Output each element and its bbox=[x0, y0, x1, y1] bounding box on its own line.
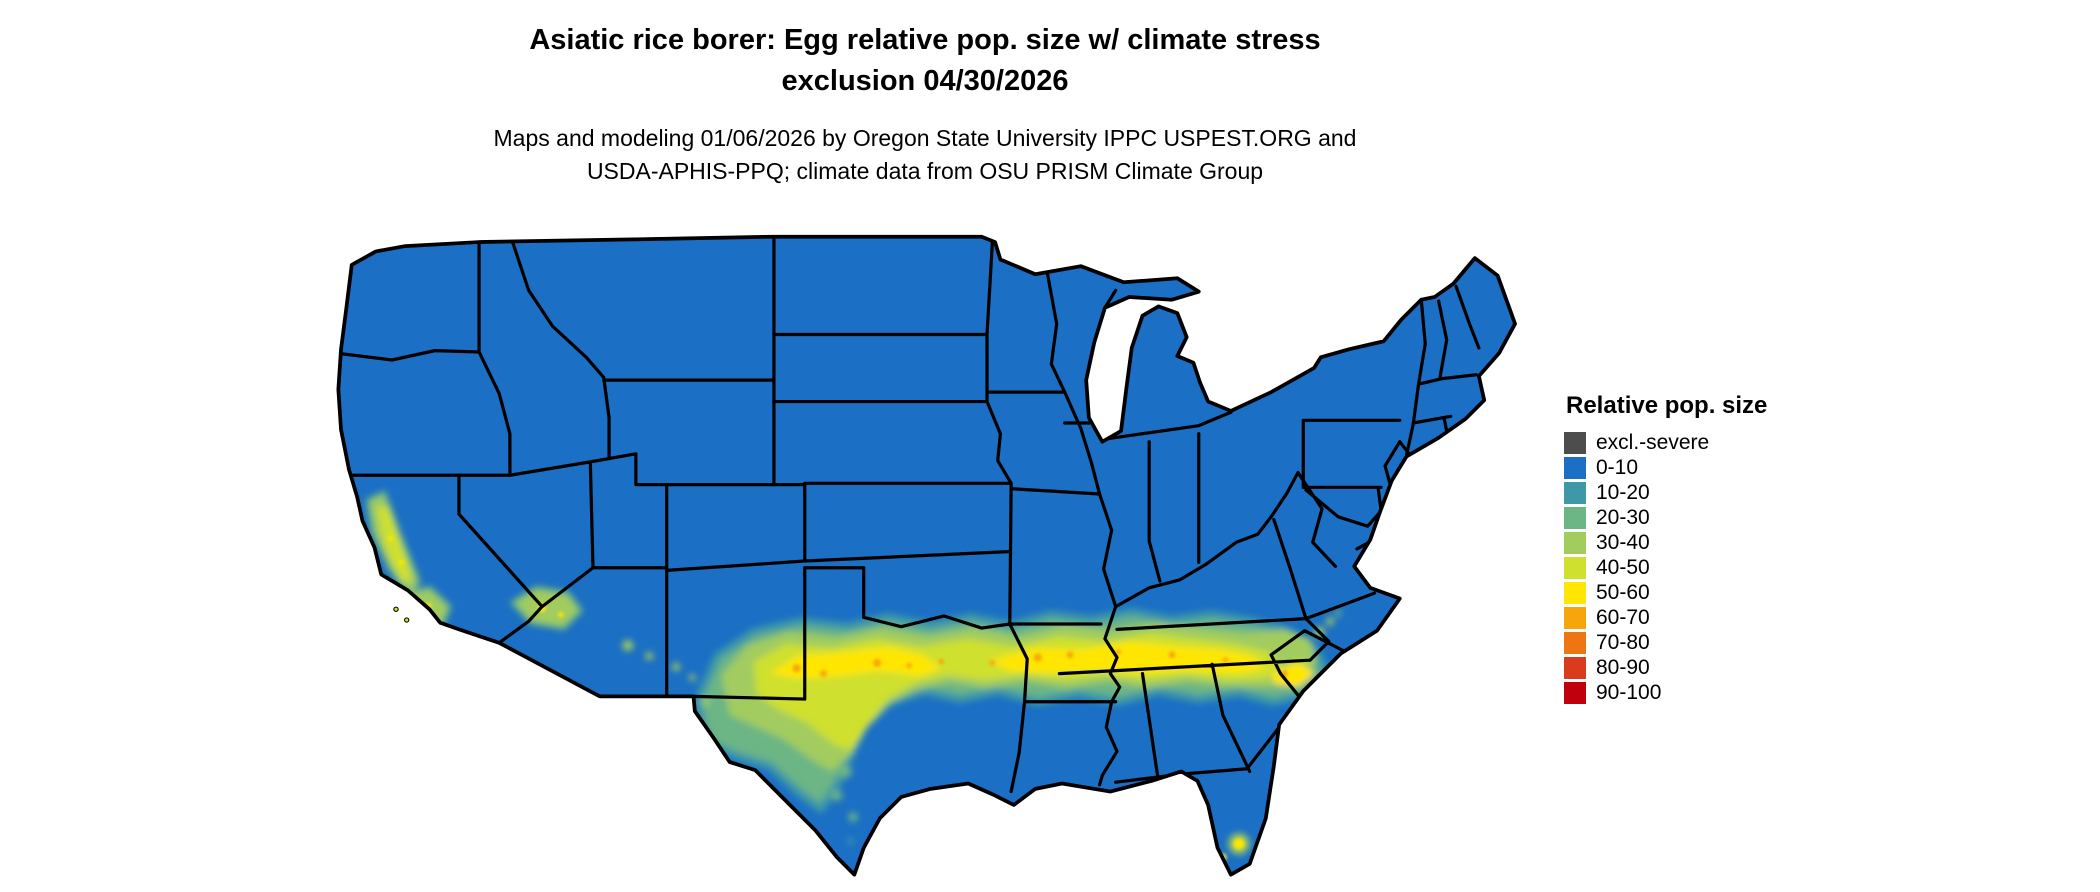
legend-item: 0-10 bbox=[1564, 456, 1864, 479]
figure-subtitle-line1: Maps and modeling 01/06/2026 by Oregon S… bbox=[493, 125, 1357, 151]
legend-item: 50-60 bbox=[1564, 581, 1864, 604]
legend-item: 90-100 bbox=[1564, 681, 1864, 704]
legend-label: 0-10 bbox=[1596, 456, 1639, 479]
legend-swatch bbox=[1564, 482, 1586, 504]
channel-islands bbox=[393, 606, 410, 623]
hot-flecks bbox=[387, 535, 1288, 862]
figure-subtitle: Maps and modeling 01/06/2026 by Oregon S… bbox=[0, 122, 1850, 188]
legend-label: excl.-severe bbox=[1596, 431, 1710, 454]
legend-label: 60-70 bbox=[1596, 606, 1650, 629]
legend-label: 20-30 bbox=[1596, 506, 1650, 529]
legend-item: 40-50 bbox=[1564, 556, 1864, 579]
figure-title-line2: exclusion 04/30/2026 bbox=[781, 65, 1069, 97]
us-map-svg bbox=[336, 234, 1517, 877]
legend-item: 60-70 bbox=[1564, 606, 1864, 629]
state-borders bbox=[338, 236, 1481, 794]
legend-swatch bbox=[1564, 657, 1586, 679]
legend-swatch bbox=[1564, 557, 1586, 579]
legend-swatch bbox=[1564, 532, 1586, 554]
legend-label: 80-90 bbox=[1596, 656, 1650, 679]
us-map bbox=[310, 230, 1530, 880]
legend-label: 50-60 bbox=[1596, 581, 1650, 604]
legend-label: 90-100 bbox=[1596, 681, 1662, 704]
legend-label: 30-40 bbox=[1596, 531, 1650, 554]
legend-swatch bbox=[1564, 682, 1586, 704]
figure-title: Asiatic rice borer: Egg relative pop. si… bbox=[0, 20, 1850, 102]
legend-label: 10-20 bbox=[1596, 481, 1650, 504]
legend-label: 40-50 bbox=[1596, 556, 1650, 579]
legend-swatch bbox=[1564, 582, 1586, 604]
legend-swatch bbox=[1564, 507, 1586, 529]
legend-swatch bbox=[1564, 457, 1586, 479]
legend-item: 20-30 bbox=[1564, 506, 1864, 529]
legend-title: Relative pop. size bbox=[1566, 392, 1768, 419]
legend-swatch bbox=[1564, 432, 1586, 454]
figure-title-line1: Asiatic rice borer: Egg relative pop. si… bbox=[529, 24, 1321, 56]
legend-item: 80-90 bbox=[1564, 656, 1864, 679]
legend-item: excl.-severe bbox=[1564, 431, 1864, 454]
figure-subtitle-line2: USDA-APHIS-PPQ; climate data from OSU PR… bbox=[586, 158, 1264, 184]
legend-swatch bbox=[1564, 607, 1586, 629]
legend-item: 10-20 bbox=[1564, 481, 1864, 504]
legend-swatch bbox=[1564, 632, 1586, 654]
legend-item: 30-40 bbox=[1564, 531, 1864, 554]
legend: Relative pop. size excl.-severe 0-10 10-… bbox=[1564, 392, 1864, 707]
legend-label: 70-80 bbox=[1596, 631, 1650, 654]
legend-item: 70-80 bbox=[1564, 631, 1864, 654]
